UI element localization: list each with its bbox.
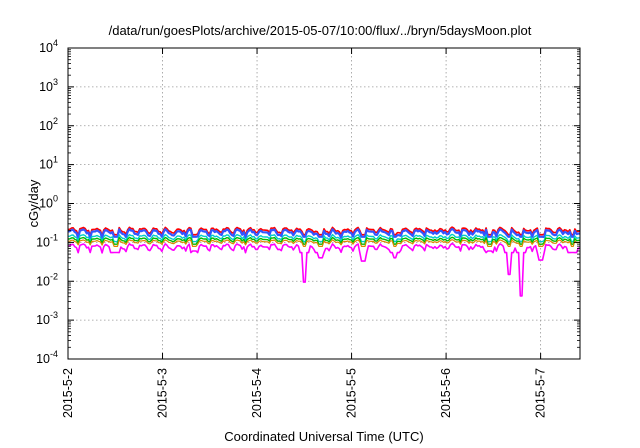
series-line (67, 227, 581, 240)
x-tick-label: 2015-5-7 (534, 368, 548, 418)
y-tick-label: 104 (39, 38, 58, 55)
series-layer (67, 226, 581, 297)
y-axis-label: cGy/day (26, 179, 41, 227)
series-line (68, 239, 581, 247)
y-tick-label: 102 (39, 116, 58, 133)
chart-title: /data/run/goesPlots/archive/2015-05-07/1… (109, 23, 532, 38)
grid-lines (68, 48, 580, 359)
x-tick-label: 2015-5-3 (156, 368, 170, 418)
x-tick-label: 2015-5-2 (61, 368, 75, 418)
series-line (67, 233, 581, 243)
y-tick-label: 101 (39, 155, 58, 172)
y-tick-label: 103 (39, 77, 58, 94)
y-tick-label: 10-2 (36, 271, 58, 288)
series-line (67, 242, 581, 297)
y-tick-label: 10-1 (36, 232, 58, 249)
series-line (67, 236, 581, 245)
x-tick-label: 2015-5-5 (345, 368, 359, 418)
x-tick-label: 2015-5-4 (250, 368, 264, 418)
y-tick-label: 10-3 (36, 310, 58, 327)
y-tick-label: 10-4 (36, 349, 58, 366)
x-tick-label: 2015-5-6 (439, 368, 453, 418)
x-axis-label: Coordinated Universal Time (UTC) (224, 429, 423, 444)
y-tick-label: 100 (39, 194, 58, 211)
series-line (67, 226, 581, 237)
